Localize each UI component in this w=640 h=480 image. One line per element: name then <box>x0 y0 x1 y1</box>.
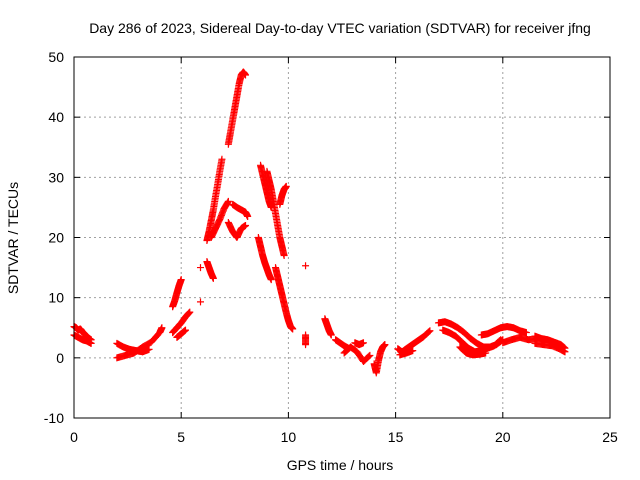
data-point <box>289 325 297 333</box>
data-point <box>409 347 417 355</box>
axis-ticks: 0 5 10 15 20 25 -10 0 10 20 30 40 50 <box>44 49 618 445</box>
data-point <box>87 339 95 347</box>
data-point <box>381 341 389 349</box>
data-point <box>482 349 490 357</box>
x-tick-label: 20 <box>495 429 511 445</box>
grid-lines <box>74 57 610 418</box>
data-point <box>365 352 373 360</box>
data-point <box>302 262 310 270</box>
data-point <box>359 339 367 347</box>
data-point <box>282 182 290 190</box>
y-axis-label: SDTVAR / TECUs <box>5 182 21 294</box>
data-point <box>302 341 310 349</box>
x-tick-label: 0 <box>70 429 78 445</box>
data-point <box>145 345 153 353</box>
data-point <box>364 353 372 361</box>
data-point <box>280 252 288 260</box>
data-point <box>177 276 185 284</box>
chart-title: Day 286 of 2023, Sidereal Day-to-day VTE… <box>89 20 591 36</box>
data-point <box>218 155 226 163</box>
data-point <box>196 264 204 272</box>
data-point <box>522 329 530 337</box>
x-axis-label: GPS time / hours <box>287 457 394 473</box>
data-point <box>186 308 194 316</box>
data-point <box>426 327 434 335</box>
data-point <box>181 326 189 334</box>
x-tick-label: 5 <box>177 429 185 445</box>
data-point <box>425 328 433 336</box>
data-point <box>224 197 232 205</box>
x-tick-label: 15 <box>388 429 404 445</box>
data-point <box>424 328 432 336</box>
data-point <box>327 331 335 339</box>
y-tick-label: 50 <box>48 49 64 65</box>
y-tick-label: -10 <box>44 410 64 426</box>
data-point <box>267 276 275 284</box>
y-tick-label: 20 <box>48 230 64 246</box>
data-point <box>495 337 503 345</box>
data-points <box>70 68 569 377</box>
y-tick-label: 10 <box>48 290 64 306</box>
data-point <box>158 324 166 332</box>
y-tick-label: 0 <box>56 350 64 366</box>
data-point <box>209 274 217 282</box>
data-point <box>244 212 252 220</box>
y-tick-label: 30 <box>48 169 64 185</box>
x-tick-label: 25 <box>602 429 618 445</box>
data-point <box>196 298 204 306</box>
data-point <box>561 348 569 356</box>
x-tick-label: 10 <box>281 429 297 445</box>
data-point <box>242 71 250 79</box>
data-point <box>242 221 250 229</box>
y-tick-label: 40 <box>48 109 64 125</box>
data-point <box>366 351 374 359</box>
